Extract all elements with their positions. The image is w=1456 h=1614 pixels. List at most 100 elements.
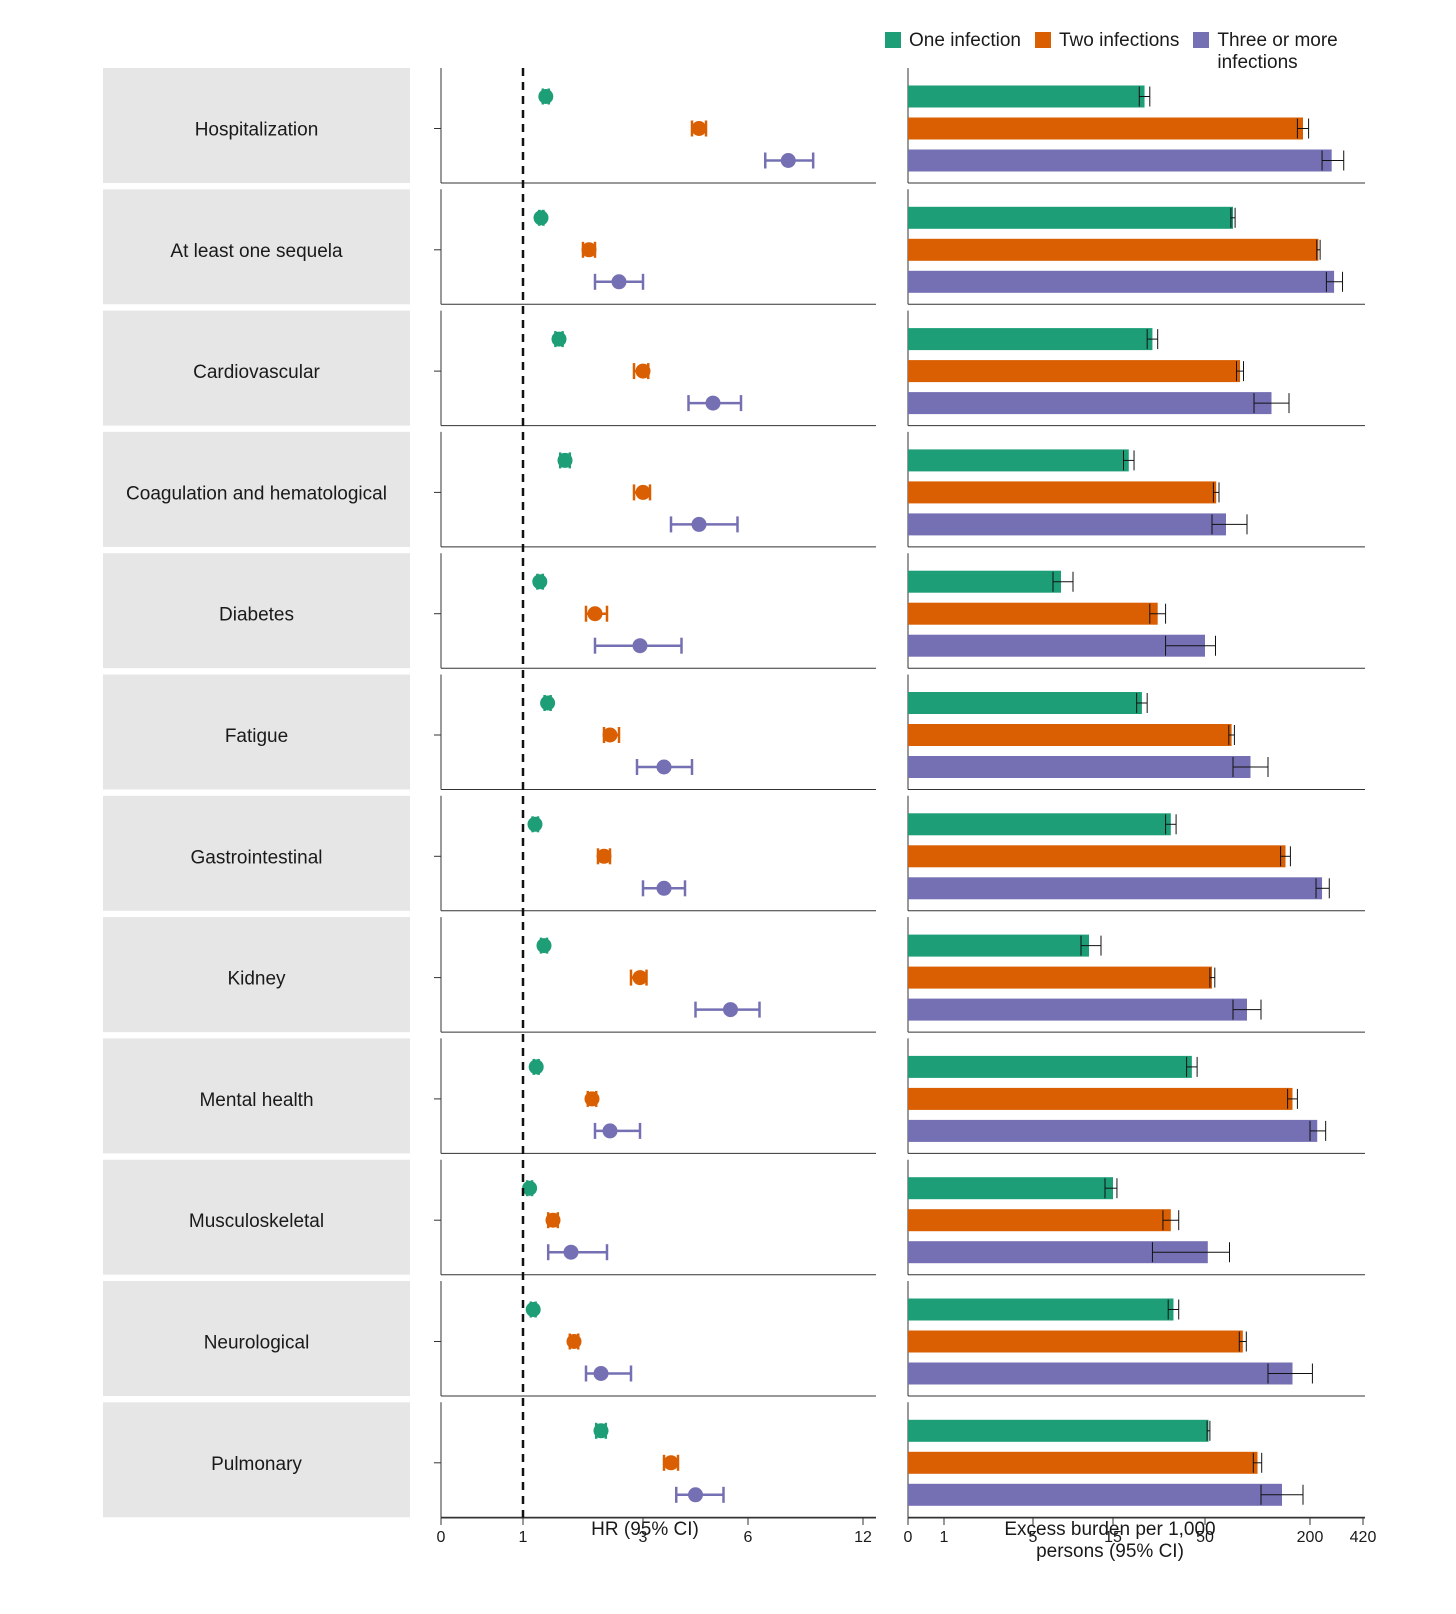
hr-point (584, 1091, 600, 1107)
hr-point (545, 1212, 561, 1228)
hr-point (536, 938, 552, 954)
burden-tick-label: 0 (904, 1529, 913, 1546)
hr-point (632, 638, 648, 654)
burden-bar (908, 206, 1233, 229)
outcome-label-box (103, 431, 410, 547)
burden-bar (908, 149, 1332, 172)
burden-axis-title: Excess burden per 1,000 persons (95% CI) (950, 1519, 1270, 1563)
hr-point (566, 1334, 582, 1349)
burden-tick-label: 5 (1029, 1529, 1038, 1546)
burden-bar (908, 117, 1303, 140)
outcome-label: Kidney (227, 969, 286, 990)
burden-bar (908, 1298, 1174, 1321)
hr-point (587, 606, 603, 622)
burden-bar (908, 570, 1061, 593)
hr-point (632, 970, 648, 986)
outcome-label-box (103, 553, 410, 669)
outcome-label: Pulmonary (211, 1454, 302, 1475)
legend-item-2: Two infections (1034, 30, 1179, 74)
hr-tick-label: 0 (437, 1529, 446, 1546)
burden-bar (908, 1330, 1243, 1353)
hr-point (723, 1002, 738, 1018)
burden-bar (908, 877, 1323, 900)
hr-point (533, 210, 549, 226)
hr-tick-label: 6 (744, 1529, 753, 1546)
hr-point (602, 1123, 618, 1139)
burden-bar (908, 481, 1217, 504)
outcome-label-box (103, 68, 410, 183)
outcome-label: Neurological (204, 1333, 310, 1354)
hr-point (611, 274, 627, 290)
hr-point (635, 363, 651, 379)
outcome-label-box (103, 310, 410, 426)
hr-point (656, 880, 672, 896)
hr-point (532, 574, 548, 590)
hr-point (688, 1487, 703, 1503)
burden-tick-label: 200 (1297, 1529, 1324, 1546)
burden-bar (908, 360, 1240, 383)
burden-bar (908, 634, 1205, 657)
burden-bar (908, 1055, 1192, 1078)
outcome-label-box (103, 1402, 410, 1518)
burden-bar (908, 1483, 1282, 1506)
hr-tick-label: 3 (639, 1529, 648, 1546)
outcome-label-box (103, 674, 410, 790)
outcome-label-box (103, 917, 410, 1033)
hr-point (522, 1180, 538, 1196)
burden-bar (908, 813, 1171, 836)
hr-point (602, 727, 618, 743)
hr-point (563, 1244, 579, 1260)
burden-bar (908, 1241, 1208, 1264)
burden-bar (908, 1451, 1258, 1474)
hr-axis-title: HR (95% CI) (591, 1519, 699, 1540)
legend-label: One infection (909, 30, 1021, 51)
outcome-label: Mental health (199, 1090, 313, 1111)
outcome-label-box (103, 795, 410, 911)
hr-point (593, 1423, 609, 1439)
hr-point (780, 153, 796, 168)
burden-bar (908, 966, 1212, 989)
burden-tick-label: 1 (940, 1529, 949, 1546)
outcome-label-box (103, 1159, 410, 1275)
outcome-label: Cardiovascular (193, 362, 320, 383)
legend-swatch (1034, 32, 1051, 48)
hr-tick-label: 1 (519, 1529, 528, 1546)
burden-bar (908, 756, 1251, 778)
burden-tick-label: 420 (1350, 1529, 1377, 1546)
burden-bar (908, 85, 1145, 108)
burden-bar (908, 1419, 1209, 1442)
burden-bar (908, 328, 1153, 351)
hr-point (691, 121, 707, 136)
outcome-label: Coagulation and hematological (126, 483, 387, 504)
burden-bar (908, 692, 1142, 714)
outcome-label: Gastrointestinal (190, 847, 322, 868)
hr-point (593, 1366, 609, 1381)
hr-point (538, 89, 554, 104)
outcome-label-box (103, 1038, 410, 1154)
hr-point (656, 759, 672, 775)
hr-point (525, 1302, 541, 1317)
burden-bar (908, 1177, 1113, 1200)
legend-label: Three or more infections (1217, 30, 1338, 73)
legend-swatch (1193, 32, 1210, 48)
burden-bar (908, 392, 1272, 415)
hr-point (705, 395, 721, 411)
legend-item-3: Three or more infections (1193, 30, 1347, 74)
burden-bar (908, 1087, 1293, 1110)
hr-point (540, 695, 556, 711)
burden-axis-title-line2: persons (95% CI) (1036, 1541, 1184, 1562)
hr-point (596, 848, 612, 864)
burden-bar (908, 1119, 1318, 1142)
outcome-label: Musculoskeletal (189, 1211, 324, 1232)
burden-bar (908, 513, 1226, 536)
legend: One infection Two infections Three or more… (885, 30, 1347, 74)
hr-point (527, 816, 543, 832)
outcome-label: Diabetes (219, 605, 294, 626)
burden-bar (908, 1209, 1171, 1232)
burden-bar (908, 724, 1232, 746)
burden-tick-label: 50 (1196, 1529, 1214, 1546)
outcome-label: At least one sequela (170, 241, 343, 262)
burden-bar (908, 238, 1319, 261)
hr-point (557, 452, 573, 468)
